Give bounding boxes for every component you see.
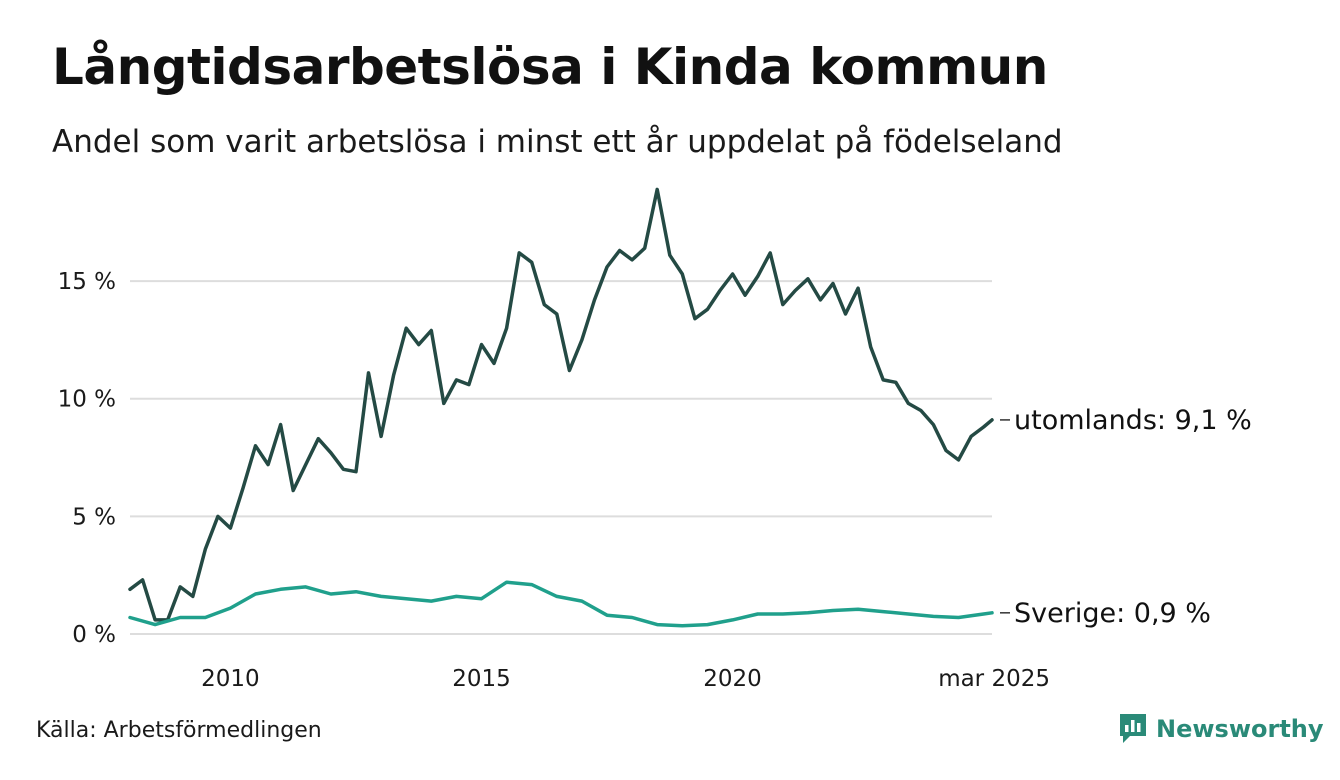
x-tick-label: 2015 [452,666,511,692]
y-tick-label: 10 % [58,387,116,413]
brand-logo[interactable]: Newsworthy [1118,712,1324,746]
x-axis-ticks: 2010 2015 2020 mar 2025 [201,666,1050,692]
y-tick-label: 5 % [72,504,116,530]
newsworthy-logo-icon [1120,714,1146,743]
series-line-utomlands [128,187,994,622]
y-tick-label: 0 % [72,622,116,648]
y-axis-ticks: 0 % 5 % 10 % 15 % [58,269,116,648]
chart-subtitle: Andel som varit arbetslösa i minst ett å… [52,124,1063,160]
series-line-sverige [128,580,994,628]
line-chart: 0 % 5 % 10 % 15 % 2010 2015 2020 mar 2025 utom… [58,187,1252,692]
series-lines [128,187,994,628]
source-note: Källa: Arbetsförmedlingen [36,718,322,743]
chart-title: Långtidsarbetslösa i Kinda kommun [52,38,1048,96]
end-label-sverige: Sverige: 0,9 % [1014,598,1211,629]
x-tick-label: 2020 [703,666,762,692]
series-end-labels: utomlands: 9,1 % Sverige: 0,9 % [1000,405,1252,629]
end-label-utomlands: utomlands: 9,1 % [1014,405,1252,436]
brand-name: Newsworthy [1156,715,1324,743]
grid-lines [130,280,992,635]
x-tick-label: mar 2025 [938,666,1050,692]
y-tick-label: 15 % [58,269,116,295]
x-tick-label: 2010 [201,666,260,692]
